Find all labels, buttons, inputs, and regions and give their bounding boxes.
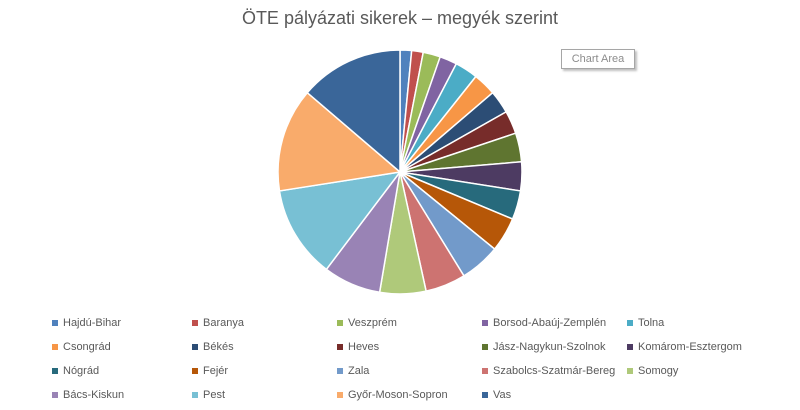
legend-item[interactable]: Nógrád: [52, 363, 192, 379]
legend-label: Borsod-Abaúj-Zemplén: [493, 317, 607, 329]
pie-slice-16[interactable]: [278, 170, 402, 271]
legend-label: Győr-Moson-Sopron: [348, 389, 448, 401]
legend-label: Heves: [348, 341, 380, 353]
chart-area-tooltip: Chart Area: [561, 49, 635, 69]
legend-item[interactable]: Borsod-Abaúj-Zemplén: [482, 315, 627, 331]
legend-swatch-icon: [482, 344, 488, 350]
legend-swatch-icon: [52, 392, 58, 398]
legend-item[interactable]: Somogy: [627, 363, 767, 379]
legend-label: Somogy: [638, 365, 679, 377]
legend-item[interactable]: Jász-Nagykun-Szolnok: [482, 339, 627, 355]
legend-swatch-icon: [482, 392, 488, 398]
legend-swatch-icon: [482, 320, 488, 326]
legend-label: Komárom-Esztergom: [638, 341, 742, 353]
legend-label: Nógrád: [63, 365, 100, 377]
legend-item[interactable]: Tolna: [627, 315, 767, 331]
legend-swatch-icon: [192, 392, 198, 398]
legend-item[interactable]: Veszprém: [337, 315, 482, 331]
legend-label: Zala: [348, 365, 370, 377]
legend-item[interactable]: Békés: [192, 339, 337, 355]
legend-item[interactable]: Baranya: [192, 315, 337, 331]
legend-label: Pest: [203, 389, 226, 401]
legend-item[interactable]: Vas: [482, 387, 627, 403]
legend-label: Szabolcs-Szatmár-Bereg: [493, 365, 616, 377]
legend-item[interactable]: Pest: [192, 387, 337, 403]
legend-swatch-icon: [192, 344, 198, 350]
legend-swatch-icon: [192, 368, 198, 374]
pie-slice-18[interactable]: [306, 49, 401, 174]
legend-label: Hajdú-Bihar: [63, 317, 122, 329]
legend-swatch-icon: [337, 368, 343, 374]
legend-label: Csongrád: [63, 341, 111, 353]
legend-swatch-icon: [52, 368, 58, 374]
legend-label: Tolna: [638, 317, 665, 329]
legend-swatch-icon: [337, 392, 343, 398]
legend-item[interactable]: Heves: [337, 339, 482, 355]
legend-swatch-icon: [482, 368, 488, 374]
legend-swatch-icon: [627, 320, 633, 326]
legend-label: Fejér: [203, 365, 229, 377]
legend-item[interactable]: Zala: [337, 363, 482, 379]
legend-label: Bács-Kiskun: [63, 389, 125, 401]
legend-label: Vas: [493, 389, 512, 401]
chart-title: ÖTE pályázati sikerek – megyék szerint: [241, 8, 559, 28]
legend-item[interactable]: Csongrád: [52, 339, 192, 355]
legend-item[interactable]: Bács-Kiskun: [52, 387, 192, 403]
legend-swatch-icon: [627, 344, 633, 350]
pie-slice-17[interactable]: [277, 91, 402, 192]
legend: Hajdú-Bihar Baranya Veszprém Borsod-Abaúj-Z…: [52, 315, 772, 403]
legend-label: Baranya: [203, 317, 244, 329]
legend-label: Jász-Nagykun-Szolnok: [493, 341, 606, 353]
legend-item[interactable]: Fejér: [192, 363, 337, 379]
legend-item[interactable]: Szabolcs-Szatmár-Bereg: [482, 363, 627, 379]
legend-label: Veszprém: [348, 317, 397, 329]
legend-item[interactable]: Komárom-Esztergom: [627, 339, 767, 355]
legend-item[interactable]: Győr-Moson-Sopron: [337, 387, 482, 403]
legend-swatch-icon: [52, 320, 58, 326]
legend-swatch-icon: [192, 320, 198, 326]
legend-swatch-icon: [52, 344, 58, 350]
legend-label: Békés: [203, 341, 234, 353]
legend-swatch-icon: [337, 344, 343, 350]
legend-swatch-icon: [337, 320, 343, 326]
legend-item[interactable]: Hajdú-Bihar: [52, 315, 192, 331]
legend-swatch-icon: [627, 368, 633, 374]
